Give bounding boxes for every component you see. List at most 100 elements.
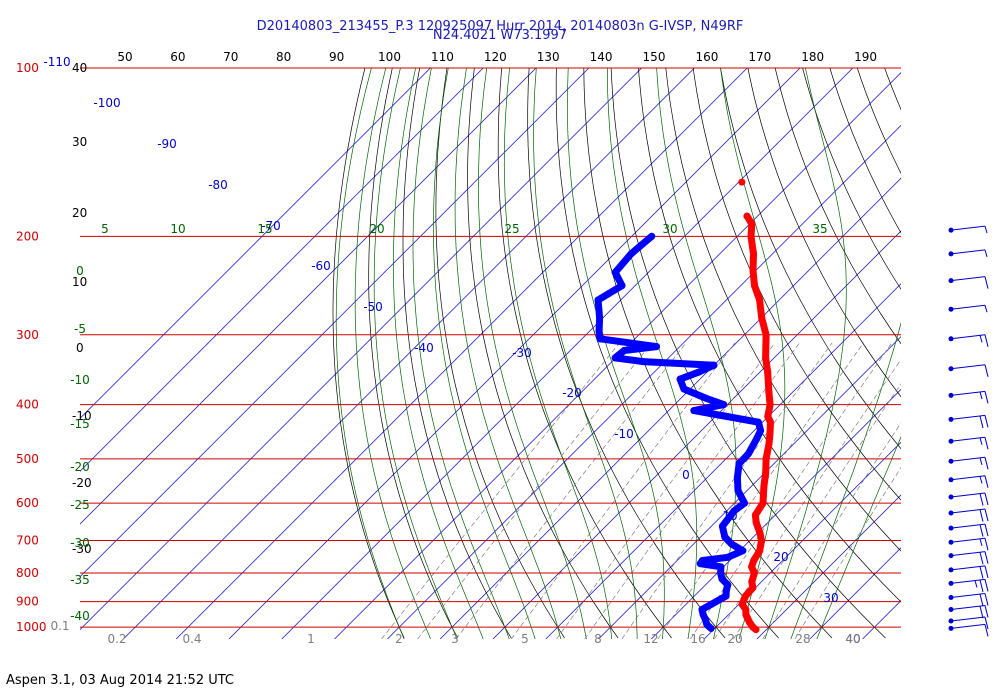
- dewpoint-point: [722, 592, 730, 600]
- dewpoint-point: [596, 314, 604, 322]
- wind-barb-shaft: [950, 551, 986, 557]
- dewpoint-point: [718, 522, 726, 530]
- wind-barb-half-flag: [979, 391, 983, 400]
- wind-barb-shaft: [950, 578, 986, 584]
- wind-barb-flag: [984, 492, 989, 506]
- wind-barb-half-flag: [979, 457, 983, 465]
- dewpoint-point: [595, 327, 603, 335]
- wind-barb-half-flag: [984, 249, 988, 258]
- dewpoint-point: [620, 346, 628, 354]
- moist-adiabat-label: -40: [70, 609, 90, 623]
- isotherm-line: [703, 441, 901, 639]
- dry-adiabat-line: [774, 68, 901, 345]
- dry-adiabat-line: [583, 68, 833, 639]
- wind-barb-shaft: [950, 592, 986, 598]
- wind-barb-shaft: [950, 364, 986, 370]
- temperature-point: [764, 368, 772, 376]
- dewpoint-point: [707, 600, 715, 608]
- moist-adiabat-label: -10: [70, 373, 90, 387]
- wind-barb-flag: [979, 605, 984, 619]
- top-temp-label: 190: [854, 50, 877, 64]
- mixing-ratio-line: [714, 358, 901, 639]
- temperature-point: [750, 569, 758, 577]
- dewpoint-point: [710, 361, 718, 369]
- wind-barb-flag: [984, 523, 989, 537]
- dewpoint-point: [728, 540, 736, 548]
- isotherm-line: [439, 177, 901, 639]
- dewpoint-point: [648, 232, 656, 240]
- wind-barb-flag: [979, 493, 984, 506]
- mixing-ratio-line: [733, 383, 901, 639]
- top-temp-label: 180: [801, 50, 824, 64]
- temperature-point: [760, 482, 768, 490]
- isotherm-line: [756, 494, 901, 639]
- mixing-ratio-label: 0.1: [50, 619, 69, 633]
- wind-barb-flag: [984, 276, 989, 289]
- mixing-ratio-label: 0.4: [182, 632, 201, 646]
- isobar-label-800: 800: [16, 566, 39, 580]
- wind-barb-shaft: [950, 616, 986, 622]
- temperature-point: [742, 592, 750, 600]
- mixing-ratio-label: 3: [451, 632, 459, 646]
- dry-adiabat-line: [467, 68, 619, 639]
- dry-adiabat-label: 20: [72, 206, 87, 220]
- top-temp-label: 70: [223, 50, 238, 64]
- isotherm-label: -70: [261, 219, 281, 233]
- top-temp-label: 60: [170, 50, 185, 64]
- dewpoint-point: [754, 418, 762, 426]
- isobar-label-1000: 1000: [16, 620, 47, 634]
- wind-barb-shaft: [950, 492, 986, 498]
- wind-barb-half-flag: [979, 476, 983, 484]
- dry-adiabat-line: [497, 68, 672, 639]
- dry-adiabat-line: [967, 68, 1000, 638]
- moist-adiabat-label: 35: [812, 222, 827, 236]
- temperature-point: [742, 606, 750, 614]
- moist-adiabat-label: -20: [70, 460, 90, 474]
- mixing-ratio-label: 1: [307, 632, 315, 646]
- wind-barb-flag: [979, 509, 984, 522]
- wind-barb-shaft: [950, 414, 986, 420]
- dewpoint-point: [720, 401, 728, 409]
- dewpoint-point: [698, 606, 706, 614]
- dewpoint-point: [618, 282, 626, 290]
- isotherm-line: [228, 68, 801, 639]
- wind-barb-shaft: [950, 276, 986, 282]
- top-temp-label: 140: [590, 50, 613, 64]
- temperature-point: [765, 388, 773, 396]
- temperature-point: [751, 282, 759, 290]
- top-temp-label: 120: [484, 50, 507, 64]
- dry-adiabat-line: [435, 68, 565, 639]
- temperature-point: [749, 266, 757, 274]
- mixing-ratio-label: 2: [395, 632, 403, 646]
- temperature-point: [743, 212, 751, 220]
- isobar-label-900: 900: [16, 595, 39, 609]
- temperature-point: [766, 401, 774, 409]
- wind-barb-flag: [984, 508, 989, 522]
- temperature-point: [739, 598, 747, 606]
- wind-barb-half-flag: [979, 335, 983, 343]
- temperature-point: [767, 418, 775, 426]
- dewpoint-point: [690, 407, 698, 415]
- wind-barb-flag: [979, 566, 984, 579]
- dewpoint-point: [739, 547, 747, 555]
- wind-barb-flag: [984, 334, 989, 347]
- isotherm-line: [915, 68, 1000, 639]
- isotherm-label: -40: [414, 341, 434, 355]
- wind-barb-flag: [979, 524, 984, 537]
- wind-barb-flag: [984, 579, 989, 592]
- dry-adiabat-line: [829, 68, 901, 234]
- isotherm-line: [862, 600, 901, 639]
- isobar-label-400: 400: [16, 398, 39, 412]
- mixing-ratio-line: [584, 342, 800, 639]
- mixing-ratio-label: 0.2: [107, 632, 126, 646]
- isotherm-label: 40: [845, 632, 860, 646]
- dry-adiabat-line: [555, 68, 779, 639]
- moist-adiabat-label: 5: [101, 222, 109, 236]
- dewpoint-point: [753, 435, 761, 443]
- temperature-point: [762, 331, 770, 339]
- sounding-data: [594, 178, 775, 634]
- dewpoint-point: [717, 569, 725, 577]
- dewpoint-point: [723, 412, 731, 420]
- isotherm-label: -110: [43, 55, 70, 69]
